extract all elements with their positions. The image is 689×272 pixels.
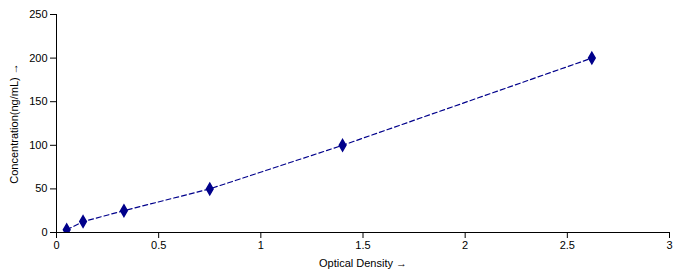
svg-text:Optical Density →: Optical Density → [319, 257, 407, 269]
svg-text:0: 0 [53, 239, 59, 251]
svg-text:50: 50 [35, 182, 47, 194]
svg-text:250: 250 [29, 8, 47, 20]
svg-text:1.5: 1.5 [355, 239, 370, 251]
svg-text:3: 3 [666, 239, 672, 251]
svg-text:Concentration(ng/mL) →: Concentration(ng/mL) → [8, 63, 20, 183]
svg-text:0: 0 [41, 226, 47, 238]
svg-text:200: 200 [29, 52, 47, 64]
svg-text:2.5: 2.5 [560, 239, 575, 251]
svg-text:100: 100 [29, 139, 47, 151]
svg-text:1: 1 [258, 239, 264, 251]
svg-text:150: 150 [29, 95, 47, 107]
svg-text:0.5: 0.5 [151, 239, 166, 251]
svg-text:2: 2 [462, 239, 468, 251]
